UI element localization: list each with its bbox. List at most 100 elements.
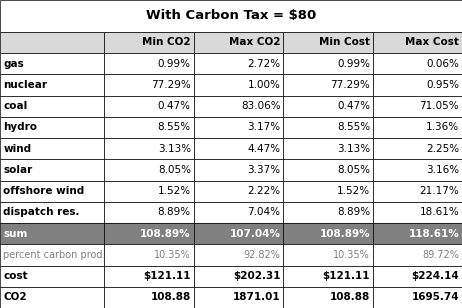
- Bar: [0, 53, 104, 74]
- Bar: [0, 202, 104, 223]
- Bar: [373, 244, 462, 265]
- Bar: [373, 180, 462, 202]
- Text: percent carbon prod.: percent carbon prod.: [3, 250, 106, 260]
- Bar: [104, 74, 194, 95]
- Text: 21.17%: 21.17%: [419, 186, 459, 196]
- Bar: [104, 95, 194, 117]
- Bar: [373, 117, 462, 138]
- Text: $121.11: $121.11: [322, 271, 370, 281]
- Text: 10.35%: 10.35%: [333, 250, 370, 260]
- Bar: [373, 138, 462, 159]
- Text: 3.16%: 3.16%: [426, 165, 459, 175]
- Text: 77.29%: 77.29%: [330, 80, 370, 90]
- Bar: [104, 244, 194, 265]
- Bar: [283, 202, 373, 223]
- Text: 0.47%: 0.47%: [337, 101, 370, 111]
- Text: 0.99%: 0.99%: [337, 59, 370, 69]
- Text: 8.05%: 8.05%: [158, 165, 191, 175]
- Bar: [283, 138, 373, 159]
- Text: gas: gas: [3, 59, 24, 69]
- Text: wind: wind: [3, 144, 31, 154]
- Text: $224.14: $224.14: [412, 271, 459, 281]
- Bar: [194, 32, 283, 53]
- Bar: [104, 265, 194, 287]
- Bar: [104, 138, 194, 159]
- Text: 108.89%: 108.89%: [140, 229, 191, 239]
- Bar: [0, 244, 104, 265]
- Bar: [283, 223, 373, 244]
- Bar: [104, 117, 194, 138]
- Text: Max Cost: Max Cost: [405, 38, 459, 47]
- Bar: [373, 287, 462, 308]
- Bar: [104, 32, 194, 53]
- Bar: [0, 32, 104, 53]
- Text: 71.05%: 71.05%: [419, 101, 459, 111]
- Text: 8.89%: 8.89%: [337, 207, 370, 217]
- Text: With Carbon Tax = $80: With Carbon Tax = $80: [146, 10, 316, 22]
- Bar: [194, 202, 283, 223]
- Bar: [283, 265, 373, 287]
- Text: 4.47%: 4.47%: [247, 144, 280, 154]
- Text: coal: coal: [3, 101, 27, 111]
- Bar: [194, 180, 283, 202]
- Bar: [194, 95, 283, 117]
- Text: 89.72%: 89.72%: [422, 250, 459, 260]
- Text: 18.61%: 18.61%: [419, 207, 459, 217]
- Bar: [0, 95, 104, 117]
- Text: 8.05%: 8.05%: [337, 165, 370, 175]
- Bar: [194, 287, 283, 308]
- Bar: [104, 53, 194, 74]
- Bar: [194, 117, 283, 138]
- Text: 83.06%: 83.06%: [241, 101, 280, 111]
- Text: 8.89%: 8.89%: [158, 207, 191, 217]
- Text: 8.55%: 8.55%: [158, 123, 191, 132]
- Text: 1.52%: 1.52%: [158, 186, 191, 196]
- Text: 1871.01: 1871.01: [233, 292, 280, 302]
- Bar: [194, 74, 283, 95]
- Bar: [194, 138, 283, 159]
- Text: 2.72%: 2.72%: [247, 59, 280, 69]
- Text: hydro: hydro: [3, 123, 37, 132]
- Text: 3.13%: 3.13%: [158, 144, 191, 154]
- Text: 0.99%: 0.99%: [158, 59, 191, 69]
- Text: $202.31: $202.31: [233, 271, 280, 281]
- Bar: [283, 287, 373, 308]
- Text: 2.25%: 2.25%: [426, 144, 459, 154]
- Text: 0.95%: 0.95%: [426, 80, 459, 90]
- Text: 1.36%: 1.36%: [426, 123, 459, 132]
- Bar: [373, 223, 462, 244]
- Bar: [0, 265, 104, 287]
- Bar: [0, 0, 462, 32]
- Text: 7.04%: 7.04%: [248, 207, 280, 217]
- Bar: [283, 32, 373, 53]
- Text: $121.11: $121.11: [143, 271, 191, 281]
- Text: nuclear: nuclear: [3, 80, 47, 90]
- Text: 3.13%: 3.13%: [337, 144, 370, 154]
- Bar: [194, 53, 283, 74]
- Text: 3.37%: 3.37%: [247, 165, 280, 175]
- Bar: [0, 180, 104, 202]
- Bar: [283, 180, 373, 202]
- Text: 8.55%: 8.55%: [337, 123, 370, 132]
- Bar: [373, 53, 462, 74]
- Text: offshore wind: offshore wind: [3, 186, 85, 196]
- Bar: [194, 223, 283, 244]
- Bar: [283, 117, 373, 138]
- Text: 2.22%: 2.22%: [247, 186, 280, 196]
- Bar: [104, 159, 194, 180]
- Bar: [373, 159, 462, 180]
- Bar: [0, 223, 104, 244]
- Text: 107.04%: 107.04%: [230, 229, 280, 239]
- Text: 108.88: 108.88: [330, 292, 370, 302]
- Bar: [104, 223, 194, 244]
- Bar: [194, 265, 283, 287]
- Bar: [283, 95, 373, 117]
- Text: 92.82%: 92.82%: [243, 250, 280, 260]
- Bar: [0, 159, 104, 180]
- Bar: [194, 159, 283, 180]
- Bar: [0, 74, 104, 95]
- Bar: [104, 180, 194, 202]
- Text: Min CO2: Min CO2: [142, 38, 191, 47]
- Text: sum: sum: [3, 229, 28, 239]
- Text: 108.88: 108.88: [151, 292, 191, 302]
